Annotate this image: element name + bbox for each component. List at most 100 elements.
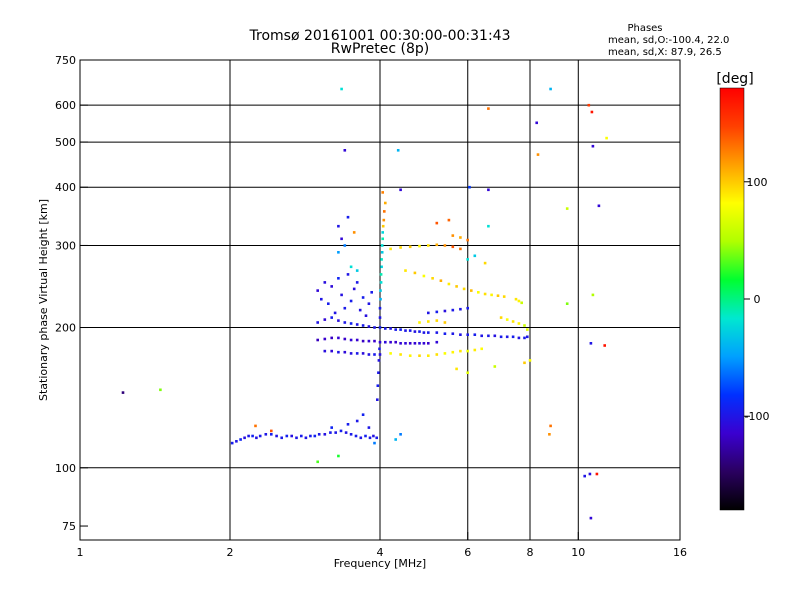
echo-point bbox=[354, 434, 358, 438]
echo-point bbox=[404, 342, 407, 345]
echo-point bbox=[505, 318, 509, 321]
echo-point bbox=[323, 318, 327, 321]
x-axis-ticks: 1 2 4 6 8 10 16 bbox=[77, 532, 687, 559]
echo-point bbox=[334, 431, 337, 434]
echo-point bbox=[330, 426, 333, 429]
echo-point bbox=[427, 311, 430, 315]
echo-point bbox=[380, 265, 383, 269]
echo-point bbox=[339, 429, 343, 433]
echo-point bbox=[349, 433, 353, 436]
echo-point bbox=[379, 273, 383, 276]
echo-point bbox=[346, 273, 350, 276]
echo-point bbox=[408, 354, 412, 357]
echo-point bbox=[418, 354, 421, 357]
echo-point bbox=[349, 338, 353, 342]
echo-point bbox=[290, 434, 293, 438]
echo-point bbox=[517, 299, 521, 303]
echo-point bbox=[455, 285, 458, 288]
x-tick-label: 10 bbox=[571, 546, 585, 559]
echo-point bbox=[470, 289, 473, 292]
echo-point bbox=[330, 316, 333, 319]
echo-point bbox=[337, 251, 340, 254]
echo-point bbox=[549, 424, 552, 428]
echo-point bbox=[422, 274, 426, 278]
echo-point bbox=[427, 354, 430, 357]
echo-point bbox=[337, 336, 340, 340]
echo-point bbox=[439, 279, 443, 282]
echo-point bbox=[346, 215, 350, 219]
colorbar-tick-label: 0 bbox=[754, 293, 761, 306]
echo-point bbox=[408, 342, 412, 345]
y-tick-label: 100 bbox=[55, 462, 76, 475]
echo-point bbox=[520, 301, 523, 305]
y-tick-label: 75 bbox=[62, 520, 76, 533]
echo-point bbox=[337, 224, 340, 228]
echo-point bbox=[418, 321, 421, 324]
echo-point bbox=[330, 285, 333, 288]
echo-point bbox=[330, 336, 333, 340]
echo-point bbox=[487, 334, 490, 338]
echo-point bbox=[349, 299, 353, 303]
echo-point bbox=[384, 340, 387, 344]
echo-point bbox=[258, 434, 262, 438]
echo-point bbox=[443, 332, 447, 335]
echo-point bbox=[380, 244, 384, 247]
echo-point bbox=[477, 291, 480, 294]
echo-point bbox=[349, 322, 353, 325]
echo-point bbox=[493, 334, 497, 338]
x-tick-label: 4 bbox=[377, 546, 384, 559]
echo-point bbox=[422, 331, 426, 334]
y-tick-label: 500 bbox=[55, 136, 76, 149]
echo-point bbox=[413, 271, 417, 275]
echo-point bbox=[323, 337, 327, 341]
echo-point bbox=[535, 121, 538, 125]
echo-point bbox=[159, 388, 162, 392]
echo-point bbox=[349, 265, 353, 269]
echo-point bbox=[468, 185, 471, 189]
echo-point bbox=[396, 149, 400, 152]
echo-point bbox=[316, 338, 319, 342]
echo-point bbox=[340, 237, 343, 241]
echo-point bbox=[389, 327, 392, 330]
echo-point bbox=[565, 207, 569, 210]
echo-point bbox=[473, 254, 477, 258]
echo-point bbox=[466, 371, 469, 374]
echo-point bbox=[502, 295, 506, 298]
x-tick-label: 2 bbox=[227, 546, 234, 559]
echo-point bbox=[549, 87, 552, 91]
echo-point bbox=[435, 221, 439, 225]
echo-point bbox=[270, 429, 273, 433]
echo-point bbox=[394, 328, 397, 331]
chart-title: Tromsø 20161001 00:30:00-00:31:43 bbox=[249, 28, 511, 44]
echo-point bbox=[466, 349, 469, 353]
echo-point bbox=[370, 291, 373, 294]
x-tick-label: 8 bbox=[527, 546, 534, 559]
echo-point bbox=[364, 314, 368, 317]
colorbar-tick-label: -100 bbox=[745, 410, 770, 423]
echo-point bbox=[355, 269, 359, 272]
echo-point bbox=[473, 348, 477, 352]
echo-point bbox=[379, 281, 383, 284]
echo-point bbox=[435, 340, 439, 344]
echo-point bbox=[340, 293, 343, 297]
echo-point bbox=[304, 436, 308, 440]
echo-point bbox=[380, 258, 383, 261]
echo-point bbox=[377, 359, 381, 362]
echo-point bbox=[355, 338, 359, 342]
echo-point bbox=[378, 340, 382, 344]
echo-point bbox=[359, 436, 363, 440]
echo-point bbox=[399, 353, 402, 356]
echo-point bbox=[377, 371, 380, 374]
echo-point bbox=[427, 331, 430, 334]
echo-point bbox=[254, 424, 257, 428]
echo-point bbox=[313, 434, 317, 438]
echo-point bbox=[368, 436, 372, 440]
echo-point bbox=[361, 324, 365, 327]
echo-point bbox=[337, 277, 340, 280]
echo-point bbox=[346, 423, 350, 426]
echo-point bbox=[605, 136, 608, 140]
echo-point bbox=[404, 329, 407, 332]
echo-point bbox=[381, 237, 384, 241]
echo-point bbox=[565, 302, 569, 305]
echo-point bbox=[378, 347, 381, 351]
